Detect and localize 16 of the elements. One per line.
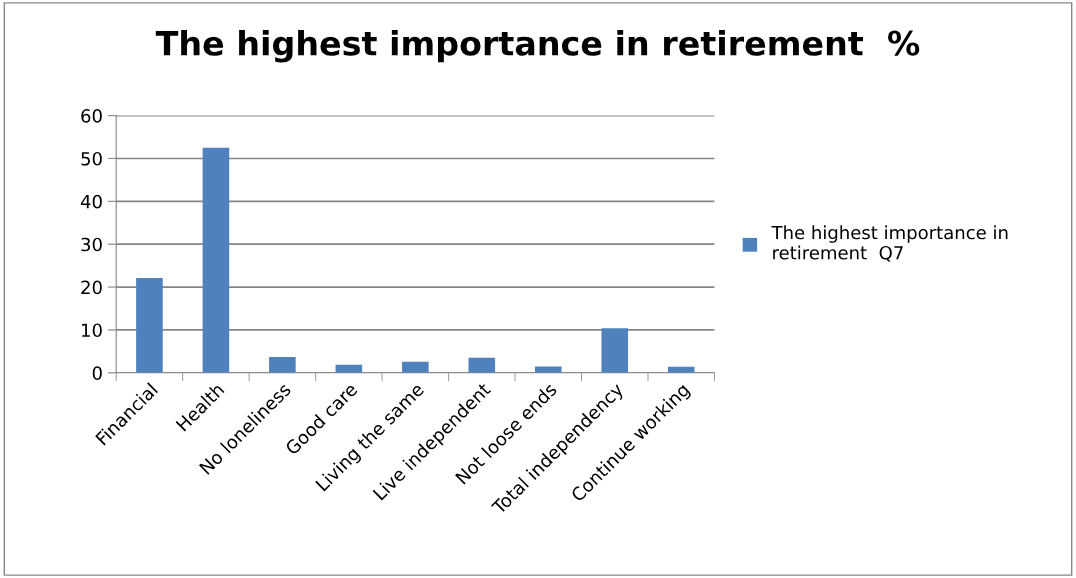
bar — [534, 366, 562, 373]
bar — [269, 356, 296, 373]
bar — [136, 278, 163, 373]
y-tick-label: 40 — [80, 194, 102, 209]
legend-label: The highest importance in retirement Q7 — [771, 225, 1008, 262]
y-tick-label: 20 — [81, 280, 102, 295]
y-tick-label: 0 — [92, 366, 102, 380]
bar — [402, 361, 429, 373]
y-tick-label: 30 — [81, 237, 102, 252]
chart-title: The highest importance in retirement % — [155, 29, 920, 63]
y-tick-label: 60 — [81, 109, 102, 123]
bar — [468, 357, 496, 373]
y-tick-label: 50 — [81, 151, 102, 166]
bar — [202, 147, 230, 373]
bar — [601, 328, 629, 373]
y-tick-label: 10 — [82, 323, 102, 338]
